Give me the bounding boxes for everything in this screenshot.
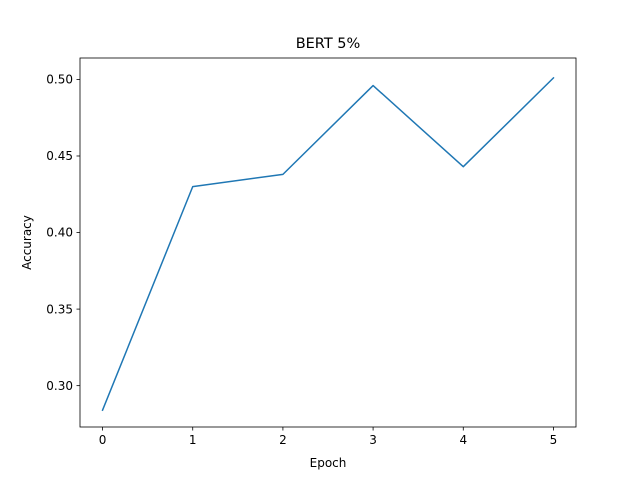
y-axis-ticks: 0.30 0.35 0.40 0.45 0.50 [46,73,80,393]
x-tick-label: 5 [550,433,558,447]
x-axis-label: Epoch [310,456,347,470]
y-tick-label: 0.40 [46,226,73,240]
y-tick-label: 0.50 [46,73,73,87]
chart-title: BERT 5% [296,36,361,52]
axes-frame [79,57,577,428]
plot-area [79,57,577,428]
y-axis-label: Accuracy [20,215,34,270]
x-tick-label: 0 [99,433,107,447]
y-tick-label: 0.30 [46,379,73,393]
x-tick-label: 1 [189,433,197,447]
x-axis-ticks: 0 1 2 3 4 5 [99,427,558,447]
y-tick-label: 0.35 [46,302,73,316]
x-tick-label: 2 [279,433,287,447]
series-layer [101,76,555,412]
x-tick-label: 3 [369,433,377,447]
y-tick-label: 0.45 [46,149,73,163]
series-line-0 [101,76,555,412]
x-tick-label: 4 [459,433,467,447]
